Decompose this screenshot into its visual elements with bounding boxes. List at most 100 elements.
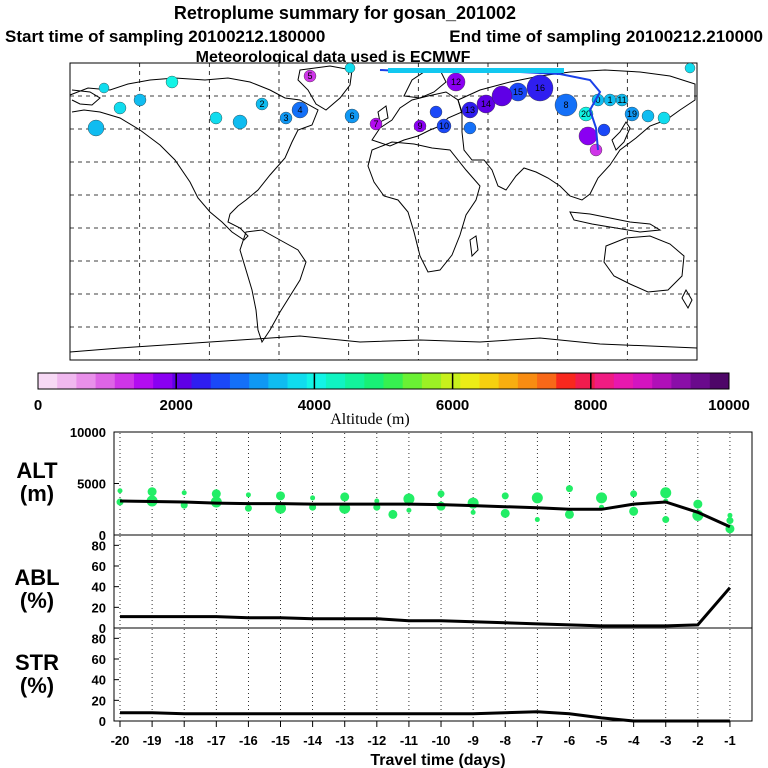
plume-day-label: 11 — [617, 95, 626, 105]
plume-marker — [657, 111, 671, 125]
plume-marker — [344, 62, 356, 74]
alt-y-tick-label: 10000 — [70, 425, 106, 440]
plume-marker — [463, 121, 477, 135]
x-tick-label: -13 — [335, 733, 354, 748]
alt-scatter-point — [662, 516, 670, 524]
colorbar-cell — [556, 373, 576, 389]
plume-day-label: 2 — [259, 99, 264, 109]
madagascar-outline — [469, 235, 479, 258]
str-panel: 80 60 40 20 0 — [92, 629, 731, 729]
x-tick-label: -2 — [692, 733, 704, 748]
plume-day-label: 14 — [481, 99, 491, 109]
plume-day-label: 8 — [563, 100, 568, 110]
south-america-outline — [239, 229, 307, 344]
alt-scatter-point — [310, 495, 316, 501]
str-panel-label: STR — [15, 650, 59, 675]
str-series-line — [120, 710, 730, 723]
north-america-outline — [69, 77, 319, 241]
colorbar-cell — [191, 373, 212, 389]
colorbar-cell — [172, 373, 192, 389]
alt-scatter-point — [437, 490, 445, 498]
alt-scatter-point — [629, 506, 639, 516]
plume-marker — [461, 101, 479, 119]
x-tick-label: -17 — [207, 733, 226, 748]
plume-day-label: 16 — [535, 83, 545, 93]
colorbar-cell — [306, 373, 327, 389]
plume-marker — [641, 109, 655, 123]
greenland-outline — [297, 65, 353, 111]
plume-marker — [344, 108, 360, 124]
plume-marker — [279, 111, 293, 125]
alt-scatter-point — [727, 512, 733, 518]
colorbar-cell — [76, 373, 96, 389]
plume-day-label: 3 — [283, 113, 288, 123]
plume-marker — [369, 117, 383, 131]
plume-marker — [578, 126, 598, 146]
plume-day-label: 19 — [627, 109, 637, 119]
plume-marker — [87, 119, 105, 137]
japan-outline — [611, 121, 631, 151]
plume-day-label: 10 — [439, 121, 449, 131]
altitude-colorbar: 0 2000 4000 6000 8000 10000 Altitude (m) — [34, 372, 750, 428]
abl-y-tick-label: 80 — [92, 538, 106, 553]
alt-scatter-point — [501, 492, 509, 500]
plume-marker — [98, 82, 110, 94]
x-tick-label: -1 — [724, 733, 736, 748]
colorbar-tick-label: 6000 — [436, 397, 469, 414]
alt-scatter-point — [245, 492, 251, 498]
plume-day-label: 0 — [595, 95, 600, 105]
alt-scatter-point — [406, 507, 412, 513]
colorbar-cell — [268, 373, 288, 389]
str-y-tick-label: 20 — [92, 693, 106, 708]
alt-scatter-point — [693, 499, 703, 509]
x-tick-label: -6 — [564, 733, 576, 748]
x-tick-label: -18 — [175, 733, 194, 748]
alt-scatter-point — [388, 509, 398, 519]
plume-marker — [589, 143, 603, 157]
alt-scatter-point — [470, 509, 476, 515]
alt-panel-unit: (m) — [20, 481, 54, 506]
x-tick-label: -15 — [271, 733, 290, 748]
plume-marker — [554, 93, 578, 117]
x-tick-label: -11 — [400, 733, 418, 748]
str-y-tick-label: 60 — [92, 652, 106, 667]
plume-marker — [429, 105, 443, 119]
x-tick-label: -12 — [367, 733, 386, 748]
plume-day-label: 12 — [451, 77, 461, 87]
antarctica-outline — [69, 335, 698, 353]
plume-marker — [597, 123, 611, 137]
australia-outline — [603, 235, 685, 293]
plume-day-label: 15 — [513, 87, 523, 97]
colorbar-cell — [575, 373, 596, 389]
abl-panel-unit: (%) — [20, 588, 54, 613]
alt-panel-frame — [113, 431, 753, 536]
abl-y-tick-label: 40 — [92, 580, 106, 595]
colorbar-tick-labels: 0 2000 4000 6000 8000 10000 — [34, 397, 750, 414]
colorbar-cell — [114, 373, 135, 389]
colorbar-cell — [210, 373, 231, 389]
colorbar-cell — [57, 373, 77, 389]
colorbar-cell — [383, 373, 404, 389]
plume-day-label: 6 — [349, 111, 354, 121]
alt-y-tick-label: 5000 — [77, 477, 106, 492]
plume-marker — [232, 114, 248, 130]
abl-y-tick-label: 20 — [92, 600, 106, 615]
colorbar-cell — [594, 373, 615, 389]
new-zealand-outline — [681, 288, 693, 310]
colorbar-cell — [690, 373, 711, 389]
continent-outlines — [69, 65, 698, 353]
alt-scatter-point — [211, 489, 221, 499]
colorbar-cell — [153, 373, 173, 389]
abl-y-tick-label: 60 — [92, 559, 106, 574]
alt-scatter-point — [660, 487, 672, 499]
x-axis: -20 -19 -18 -17 -16 -15 -14 -13 -12 -11 -10 -9 -8 -7 -… — [111, 721, 736, 748]
plume-day-label: 5 — [307, 71, 312, 81]
colorbar-cell — [613, 373, 634, 389]
colorbar-cell — [287, 373, 308, 389]
alt-scatter-point — [564, 509, 574, 519]
plume-marker — [133, 93, 147, 107]
colorbar-cell — [364, 373, 384, 389]
colorbar-frame — [37, 372, 730, 390]
colorbar-cell — [38, 373, 58, 389]
